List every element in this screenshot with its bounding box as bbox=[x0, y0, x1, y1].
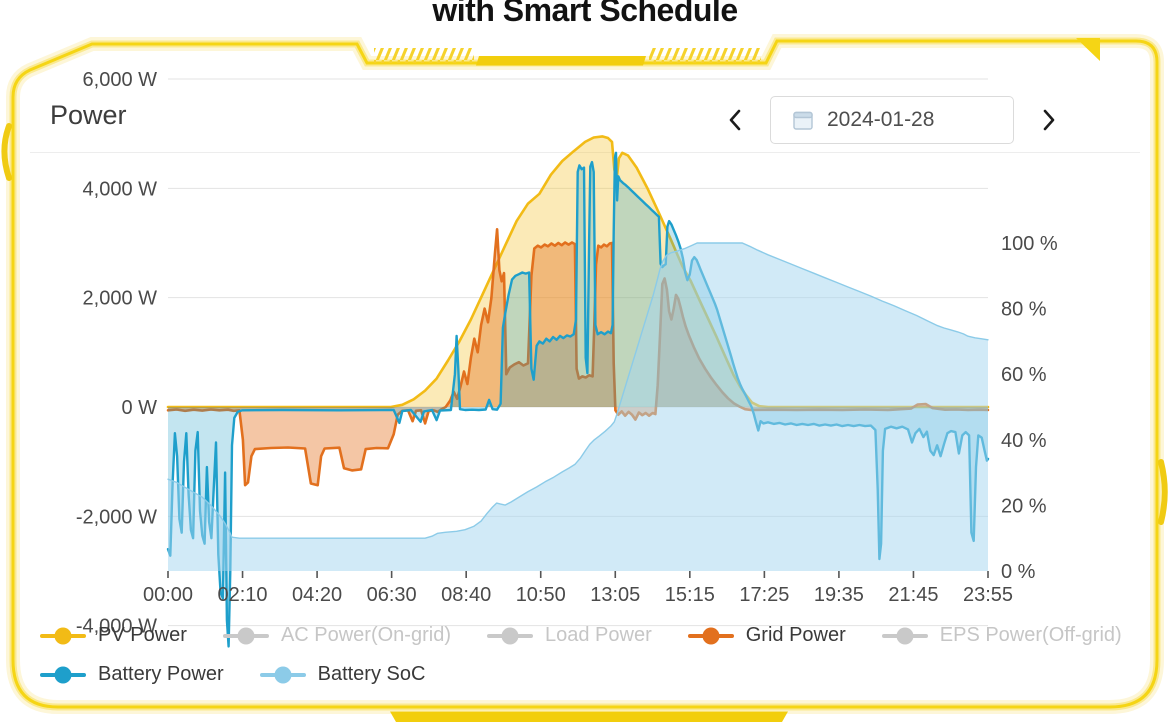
x-axis-label: 23:55 bbox=[963, 584, 1013, 606]
legend-marker-ac-power-on-grid bbox=[222, 627, 269, 644]
chart-legend-row-2: Battery Power Battery SoC bbox=[40, 663, 425, 686]
legend-item-ac-power-on-grid[interactable]: AC Power(On-grid) bbox=[222, 624, 451, 647]
legend-dot-load-power bbox=[501, 627, 519, 644]
calendar-icon bbox=[793, 111, 813, 130]
legend-item-load-power[interactable]: Load Power bbox=[486, 624, 652, 647]
x-axis-label: 21:45 bbox=[888, 584, 938, 606]
date-picker[interactable]: 2024-01-28 bbox=[770, 96, 1014, 144]
legend-dot-pv-power bbox=[54, 627, 72, 644]
legend-dot-grid-power bbox=[702, 627, 720, 644]
chart-legend-row-1: PV Power AC Power(On-grid) Load Power Grid … bbox=[40, 624, 1122, 647]
chevron-right-icon bbox=[1043, 109, 1055, 131]
y-axis-right-label: 20 % bbox=[1001, 495, 1047, 517]
legend-item-eps-power-off-grid[interactable]: EPS Power(Off-grid) bbox=[881, 624, 1122, 647]
legend-marker-battery-power bbox=[40, 666, 86, 683]
y-axis-left-label: 6,000 W bbox=[83, 69, 158, 91]
legend-label-eps-power-off-grid: EPS Power(Off-grid) bbox=[939, 624, 1122, 646]
legend-marker-grid-power bbox=[687, 627, 734, 644]
panel-heading: Power bbox=[50, 100, 127, 130]
legend-label-grid-power: Grid Power bbox=[745, 624, 846, 646]
chevron-left-icon bbox=[729, 109, 741, 131]
legend-dot-ac-power-on-grid bbox=[237, 627, 255, 644]
x-axis-label: 15:15 bbox=[665, 584, 715, 606]
y-axis-right-label: 0 % bbox=[1001, 561, 1036, 583]
legend-dot-eps-power-off-grid bbox=[896, 627, 914, 644]
date-navigator: 2024-01-28 bbox=[722, 96, 1062, 144]
y-axis-right-label: 60 % bbox=[1001, 364, 1047, 386]
legend-label-battery-soc: Battery SoC bbox=[317, 663, 426, 685]
x-axis-label: 08:40 bbox=[441, 584, 491, 606]
prev-day-button[interactable] bbox=[722, 103, 748, 137]
y-axis-left-label: -2,000 W bbox=[76, 506, 157, 528]
next-day-button[interactable] bbox=[1036, 103, 1062, 137]
x-axis-label: 17:25 bbox=[739, 584, 789, 606]
x-axis-label: 06:30 bbox=[367, 584, 417, 606]
legend-marker-load-power bbox=[486, 627, 533, 644]
y-axis-left-label: 4,000 W bbox=[83, 178, 158, 200]
legend-item-battery-power[interactable]: Battery Power bbox=[40, 663, 224, 686]
legend-marker-battery-soc bbox=[259, 666, 306, 683]
x-axis-label: 10:50 bbox=[516, 584, 566, 606]
x-axis-label: 19:35 bbox=[814, 584, 864, 606]
legend-label-pv-power: PV Power bbox=[98, 624, 187, 646]
legend-item-pv-power[interactable]: PV Power bbox=[40, 624, 187, 647]
legend-dot-battery-soc bbox=[274, 666, 292, 683]
legend-marker-eps-power-off-grid bbox=[881, 627, 928, 644]
y-axis-left-label: 2,000 W bbox=[83, 288, 158, 310]
x-axis-label: 02:10 bbox=[218, 584, 268, 606]
legend-item-battery-soc[interactable]: Battery SoC bbox=[259, 663, 426, 686]
legend-label-battery-power: Battery Power bbox=[98, 663, 224, 685]
x-axis-label: 00:00 bbox=[143, 584, 193, 606]
legend-label-load-power: Load Power bbox=[544, 624, 652, 646]
y-axis-left-label: 0 W bbox=[121, 397, 157, 419]
x-axis-label: 04:20 bbox=[292, 584, 342, 606]
y-axis-right-label: 80 % bbox=[1001, 299, 1047, 321]
y-axis-right-label: 40 % bbox=[1001, 430, 1047, 452]
page-title: with Smart Schedule bbox=[432, 0, 738, 28]
date-value: 2024-01-28 bbox=[827, 108, 935, 131]
legend-item-grid-power[interactable]: Grid Power bbox=[687, 624, 846, 647]
legend-label-ac-power-on-grid: AC Power(On-grid) bbox=[280, 624, 451, 646]
y-axis-right-label: 100 % bbox=[1001, 233, 1058, 255]
legend-marker-pv-power bbox=[40, 627, 86, 644]
x-axis-label: 13:05 bbox=[590, 584, 640, 606]
legend-dot-battery-power bbox=[54, 666, 72, 683]
